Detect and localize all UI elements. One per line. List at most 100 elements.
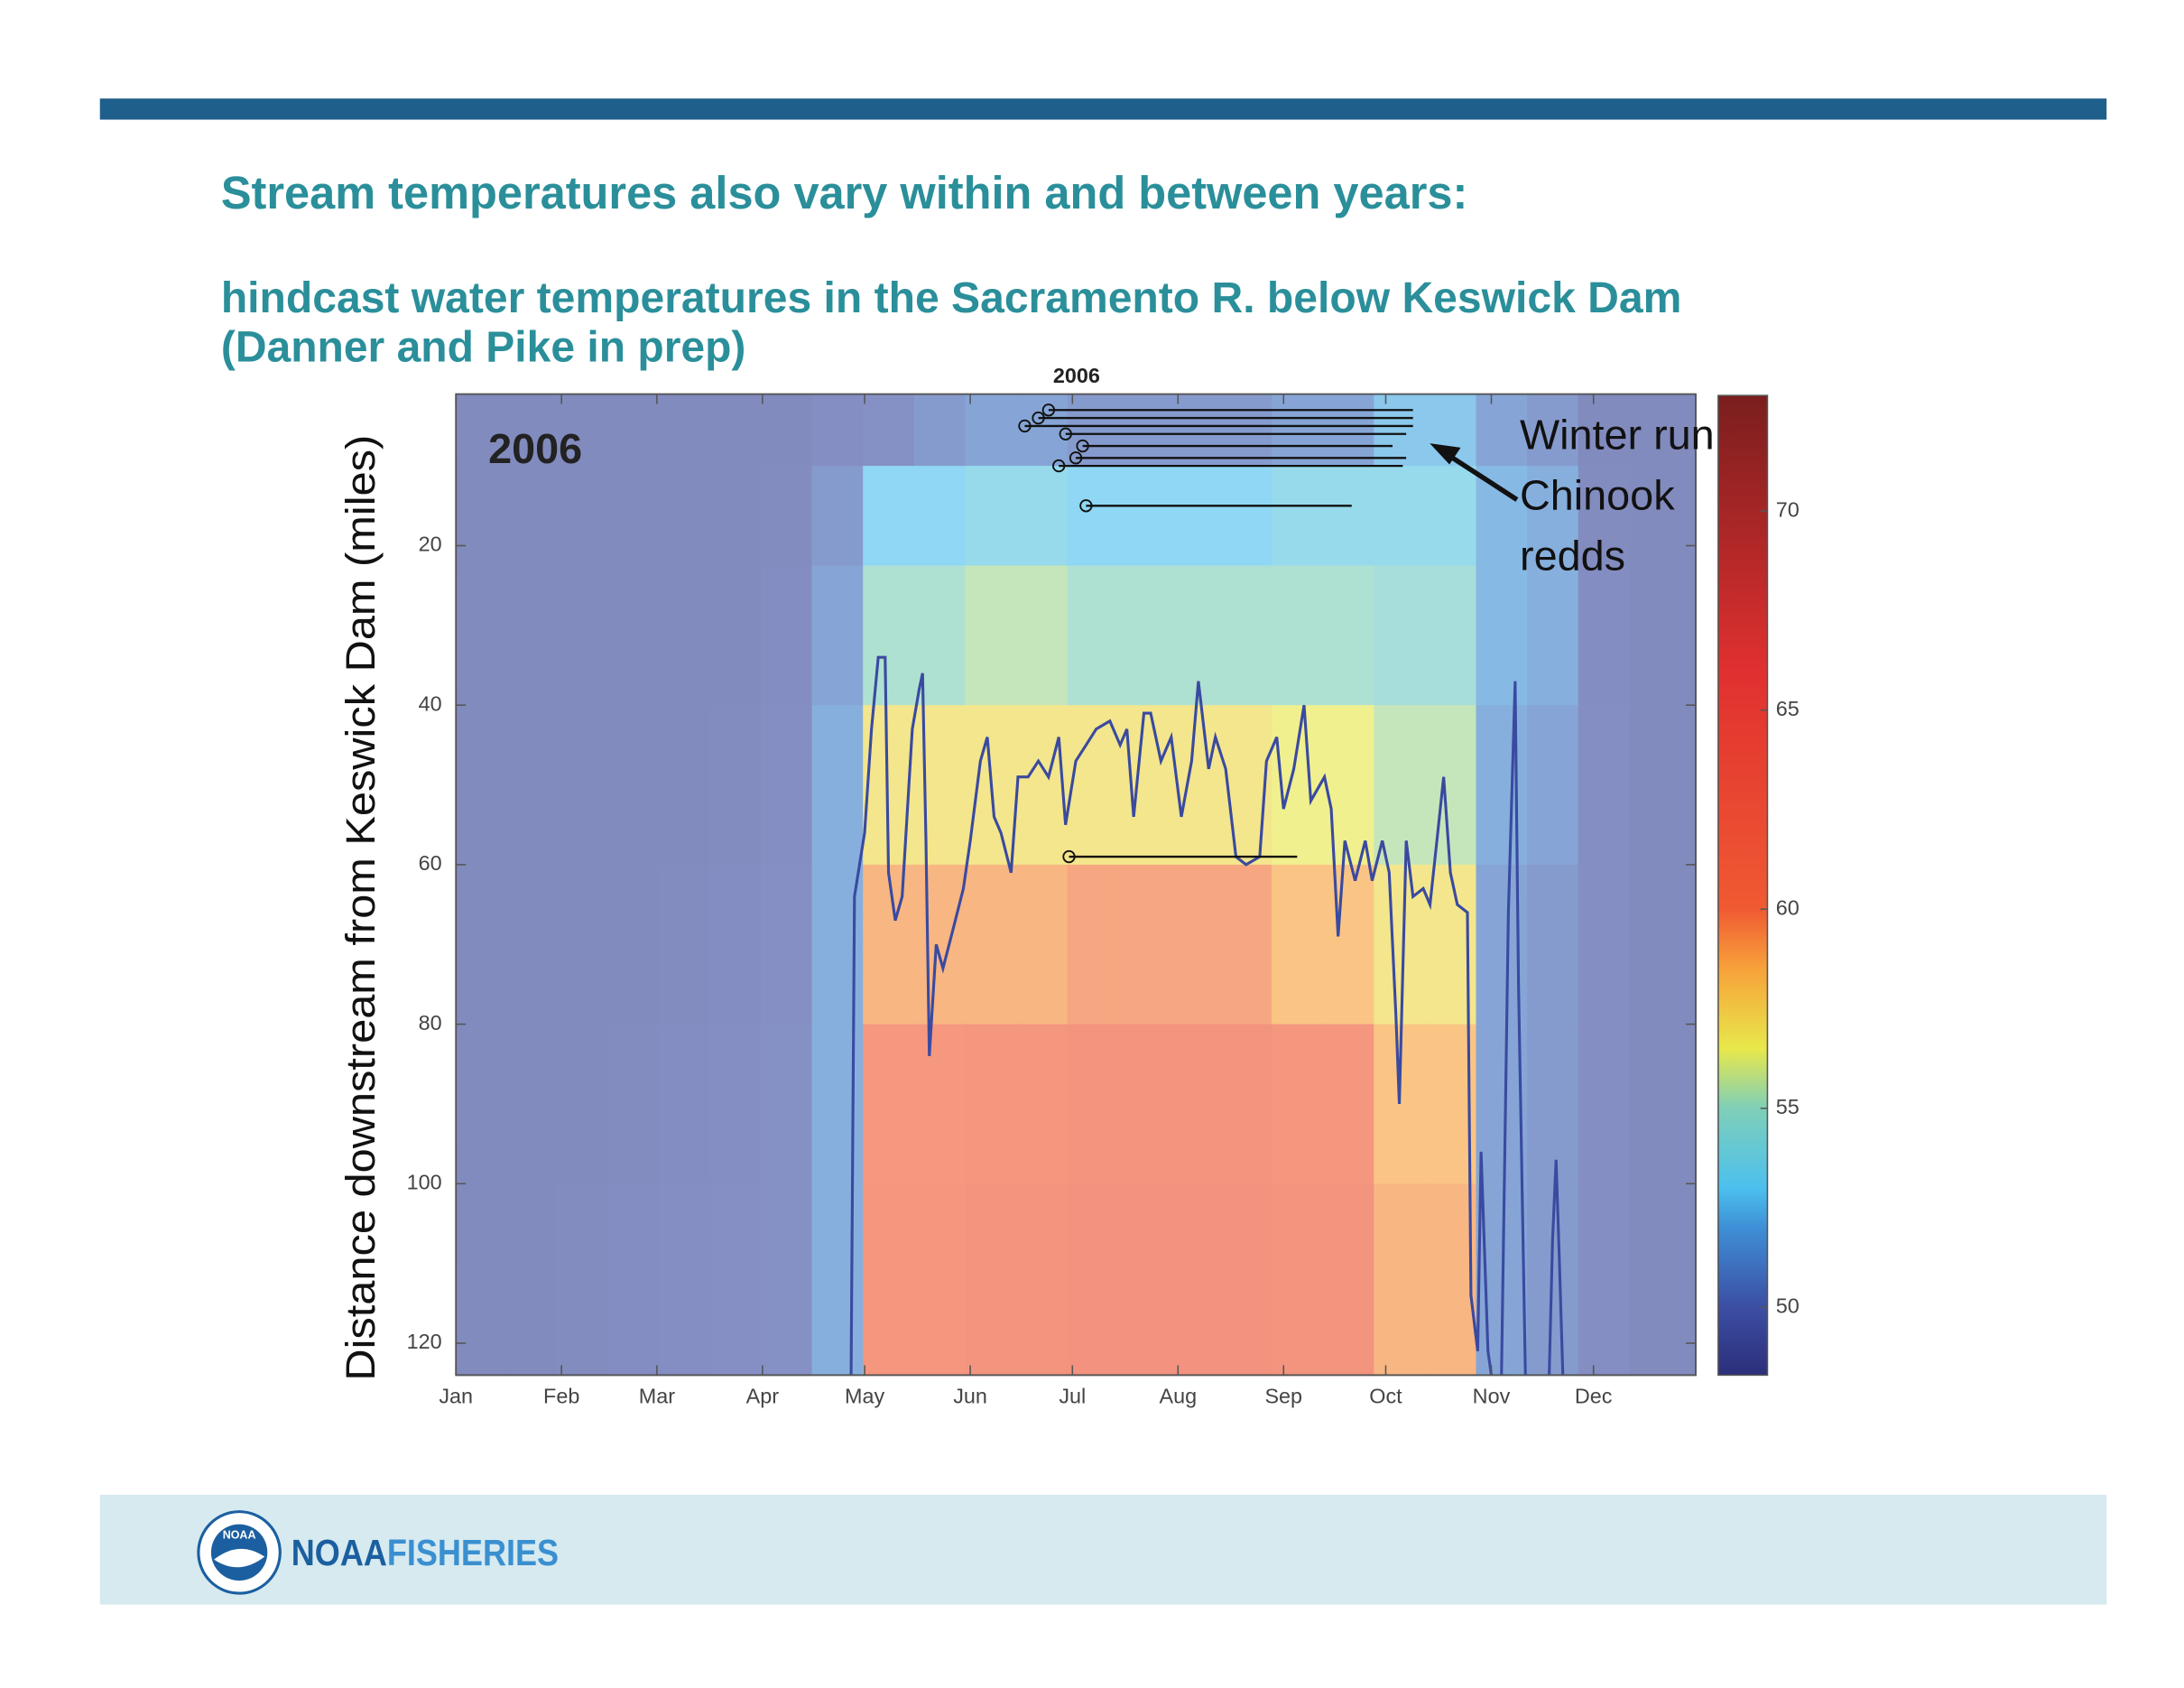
heat-cell <box>1476 565 1529 707</box>
colorbar-tick-label: 55 <box>1776 1095 1800 1118</box>
temperature-line <box>849 655 1565 1376</box>
heat-cell <box>1118 1183 1171 1377</box>
heat-cell <box>1067 705 1120 866</box>
footer-band <box>99 1494 2107 1605</box>
heat-cell <box>965 1024 1017 1185</box>
y-tick-label: 120 <box>407 1330 442 1353</box>
heat-cell <box>1118 1024 1171 1185</box>
redd-marker <box>1069 451 1083 465</box>
x-tick-label: Jun <box>953 1385 987 1408</box>
heat-cell <box>965 565 1017 707</box>
heat-cell <box>1169 1024 1222 1185</box>
y-tick-label: 80 <box>419 1011 442 1034</box>
y-axis-label: Distance downstream from Keswick Dam (mi… <box>338 435 384 1381</box>
colorbar <box>1717 394 1769 1377</box>
heat-cell <box>965 394 1017 468</box>
heat-cell <box>1272 1183 1324 1377</box>
heat-cell <box>760 466 813 567</box>
heat-cell <box>1272 1024 1324 1185</box>
heat-cell <box>1067 466 1120 567</box>
annotation: Chinook <box>1520 471 1675 518</box>
heat-cell <box>504 565 558 707</box>
plot: 20 40 60 80 100 120 Jan Feb Mar Apr May Jun Jul Aug Se… <box>407 364 1800 1407</box>
colorbar-tick-label: 60 <box>1776 895 1800 919</box>
heat-cell <box>658 864 711 1025</box>
redd-marker <box>1018 419 1032 433</box>
heat-cell <box>863 1183 915 1377</box>
heat-cell <box>1629 864 1697 1025</box>
heat-cell <box>1374 466 1426 567</box>
heat-cell <box>556 1024 609 1185</box>
heat-cell <box>456 466 506 567</box>
brand: NOAAFISHERIES <box>292 1532 559 1573</box>
y-tick-label: 60 <box>419 851 442 875</box>
annotation: redds <box>1520 532 1625 579</box>
heat-cell <box>456 1024 506 1185</box>
heat-cell <box>811 1024 865 1185</box>
heat-cell <box>1629 1024 1697 1185</box>
heat-cell <box>709 466 762 567</box>
heat-cell <box>1016 864 1069 1025</box>
heat-cell <box>760 1024 813 1185</box>
x-tick-label: May <box>845 1385 884 1408</box>
heat-cell <box>1272 565 1324 707</box>
heat-cell <box>1424 705 1477 866</box>
heat-cell <box>556 565 609 707</box>
heat-cell <box>1629 705 1697 866</box>
heat-cell <box>1016 1183 1069 1377</box>
brand-fisheries: FISHERIES <box>387 1532 559 1573</box>
heat-cell <box>760 394 813 468</box>
heat-cell <box>1476 394 1529 468</box>
heat-cell <box>1527 394 1579 468</box>
heat-cell <box>1118 864 1171 1025</box>
heat-cell <box>658 394 711 468</box>
heat-cell <box>556 705 609 866</box>
heat-cell <box>1118 565 1171 707</box>
heat-cell <box>811 1183 865 1377</box>
heat-cell <box>709 394 762 468</box>
heat-cell <box>556 1183 609 1377</box>
y-tick-label: 40 <box>419 691 442 715</box>
redd-marker <box>1032 411 1045 425</box>
slide-subtitle: (Danner and Pike in prep) <box>221 323 746 372</box>
heat-cell <box>965 1183 1017 1377</box>
x-tick-label: Jul <box>1059 1385 1086 1408</box>
heat-cell <box>1272 705 1324 866</box>
x-tick-label: Dec <box>1575 1385 1613 1408</box>
heat-cell <box>811 705 865 866</box>
heat-cell <box>1016 1024 1069 1185</box>
heat-cell <box>1169 466 1222 567</box>
heat-cell <box>863 394 915 468</box>
heat-cell <box>863 1024 915 1185</box>
heat-cell <box>1527 466 1579 567</box>
heat-cell <box>607 705 660 866</box>
x-tick-label: Nov <box>1473 1385 1511 1408</box>
heat-cell <box>1578 565 1631 707</box>
heat-cell <box>1629 466 1697 567</box>
heat-cell <box>1322 1024 1375 1185</box>
heat-cell <box>456 864 506 1025</box>
x-tick-label: Feb <box>543 1385 579 1408</box>
heat-cell <box>658 1183 711 1377</box>
heat-cell <box>456 565 506 707</box>
heat-cell <box>811 565 865 707</box>
heat-cell <box>760 864 813 1025</box>
heat-cell <box>504 394 558 468</box>
heat-cell <box>913 466 967 567</box>
x-tick-label: Aug <box>1159 1385 1197 1408</box>
heat-cell <box>913 705 967 866</box>
colorbar-tick-label: 50 <box>1776 1294 1800 1318</box>
heat-cell <box>607 394 660 468</box>
heat-cell <box>1374 394 1426 468</box>
heat-cell <box>1220 466 1273 567</box>
heat-cell <box>504 705 558 866</box>
heat-cell <box>1424 1183 1477 1377</box>
heat-cell <box>1067 864 1120 1025</box>
heat-cell <box>1527 565 1579 707</box>
heat-cell <box>1322 705 1375 866</box>
colorbar-tick-label: 65 <box>1776 697 1800 720</box>
heat-cell <box>863 565 915 707</box>
x-tick-label: Jan <box>439 1385 473 1408</box>
heat-cell <box>1527 864 1579 1025</box>
